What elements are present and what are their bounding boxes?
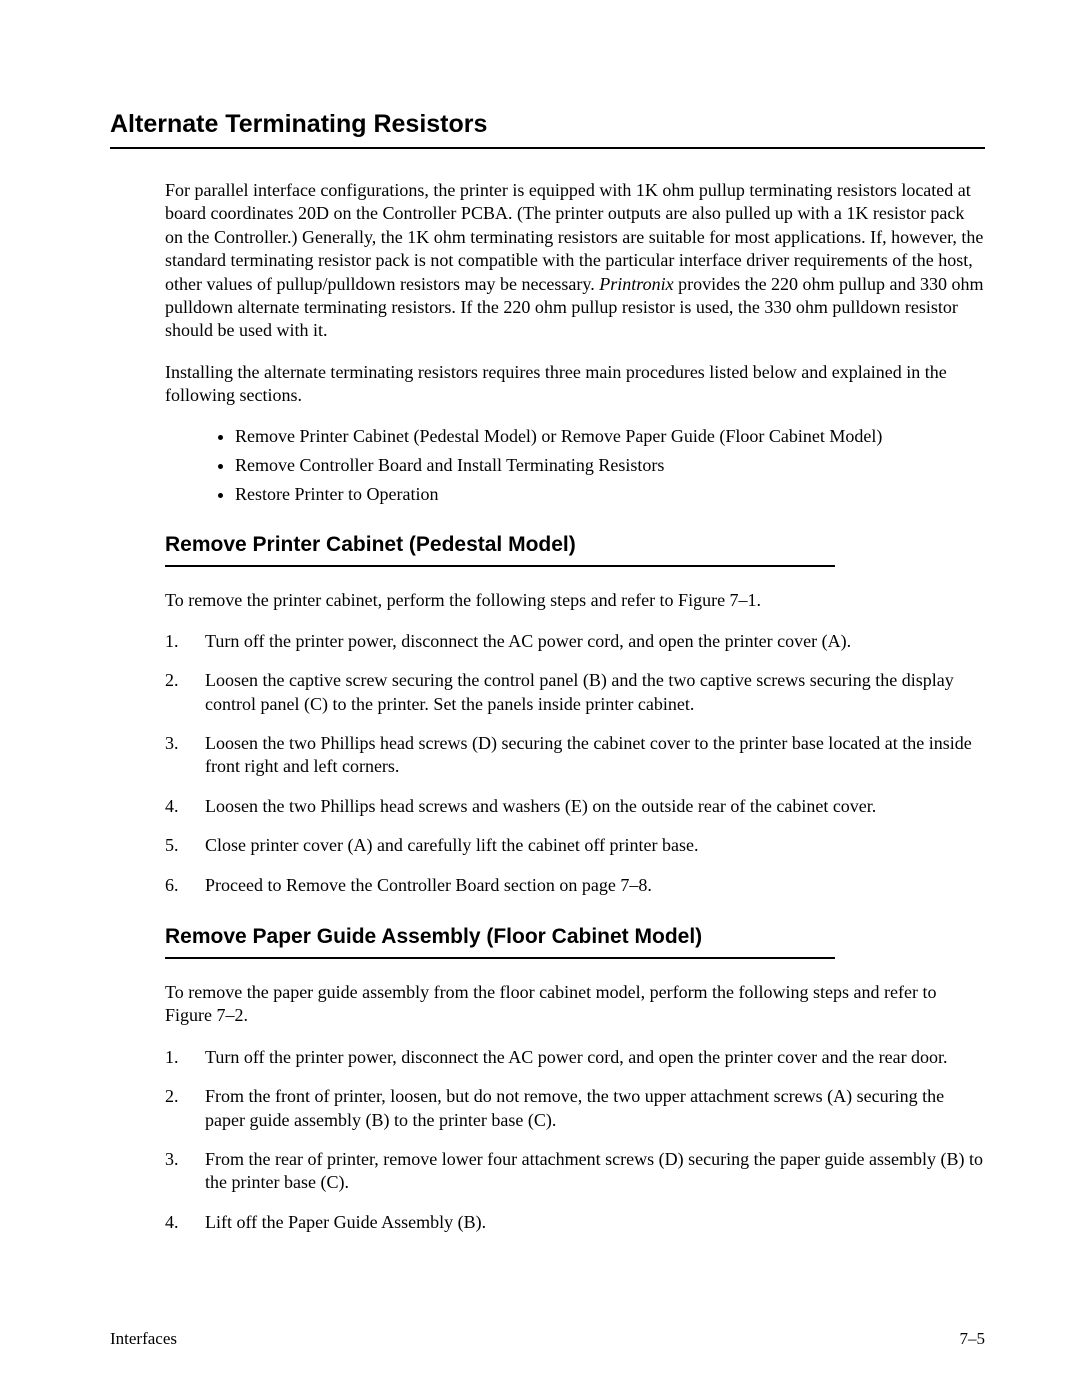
footer-right: 7–5 [960, 1329, 986, 1349]
step-item: From the front of printer, loosen, but d… [165, 1085, 985, 1132]
brand-name: Printronix [599, 274, 673, 294]
intro-paragraph-1: For parallel interface configurations, t… [165, 179, 985, 343]
section-rule-2 [165, 957, 835, 959]
section1-lead: To remove the printer cabinet, perform t… [165, 589, 985, 612]
section2-lead: To remove the paper guide assembly from … [165, 981, 985, 1028]
procedure-bullet-list: Remove Printer Cabinet (Pedestal Model) … [165, 426, 985, 505]
section-rule-1 [165, 565, 835, 567]
section-heading-2: Remove Paper Guide Assembly (Floor Cabin… [165, 925, 985, 949]
bullet-item: Remove Controller Board and Install Term… [235, 455, 985, 476]
section-heading-1: Remove Printer Cabinet (Pedestal Model) [165, 533, 985, 557]
step-item: Loosen the captive screw securing the co… [165, 669, 985, 716]
step-item: Turn off the printer power, disconnect t… [165, 630, 985, 653]
page-footer: Interfaces 7–5 [110, 1329, 985, 1349]
section1-steps: Turn off the printer power, disconnect t… [165, 630, 985, 897]
step-item: Proceed to Remove the Controller Board s… [165, 874, 985, 897]
title-rule [110, 147, 985, 149]
step-item: From the rear of printer, remove lower f… [165, 1148, 985, 1195]
footer-left: Interfaces [110, 1329, 177, 1349]
intro-paragraph-2: Installing the alternate terminating res… [165, 361, 985, 408]
bullet-item: Remove Printer Cabinet (Pedestal Model) … [235, 426, 985, 447]
document-page: Alternate Terminating Resistors For para… [0, 0, 1080, 1397]
section2-steps: Turn off the printer power, disconnect t… [165, 1046, 985, 1234]
step-item: Close printer cover (A) and carefully li… [165, 834, 985, 857]
step-item: Lift off the Paper Guide Assembly (B). [165, 1211, 985, 1234]
bullet-item: Restore Printer to Operation [235, 484, 985, 505]
step-item: Loosen the two Phillips head screws and … [165, 795, 985, 818]
step-item: Turn off the printer power, disconnect t… [165, 1046, 985, 1069]
page-title: Alternate Terminating Resistors [110, 110, 985, 139]
step-item: Loosen the two Phillips head screws (D) … [165, 732, 985, 779]
body-content: For parallel interface configurations, t… [165, 179, 985, 1234]
